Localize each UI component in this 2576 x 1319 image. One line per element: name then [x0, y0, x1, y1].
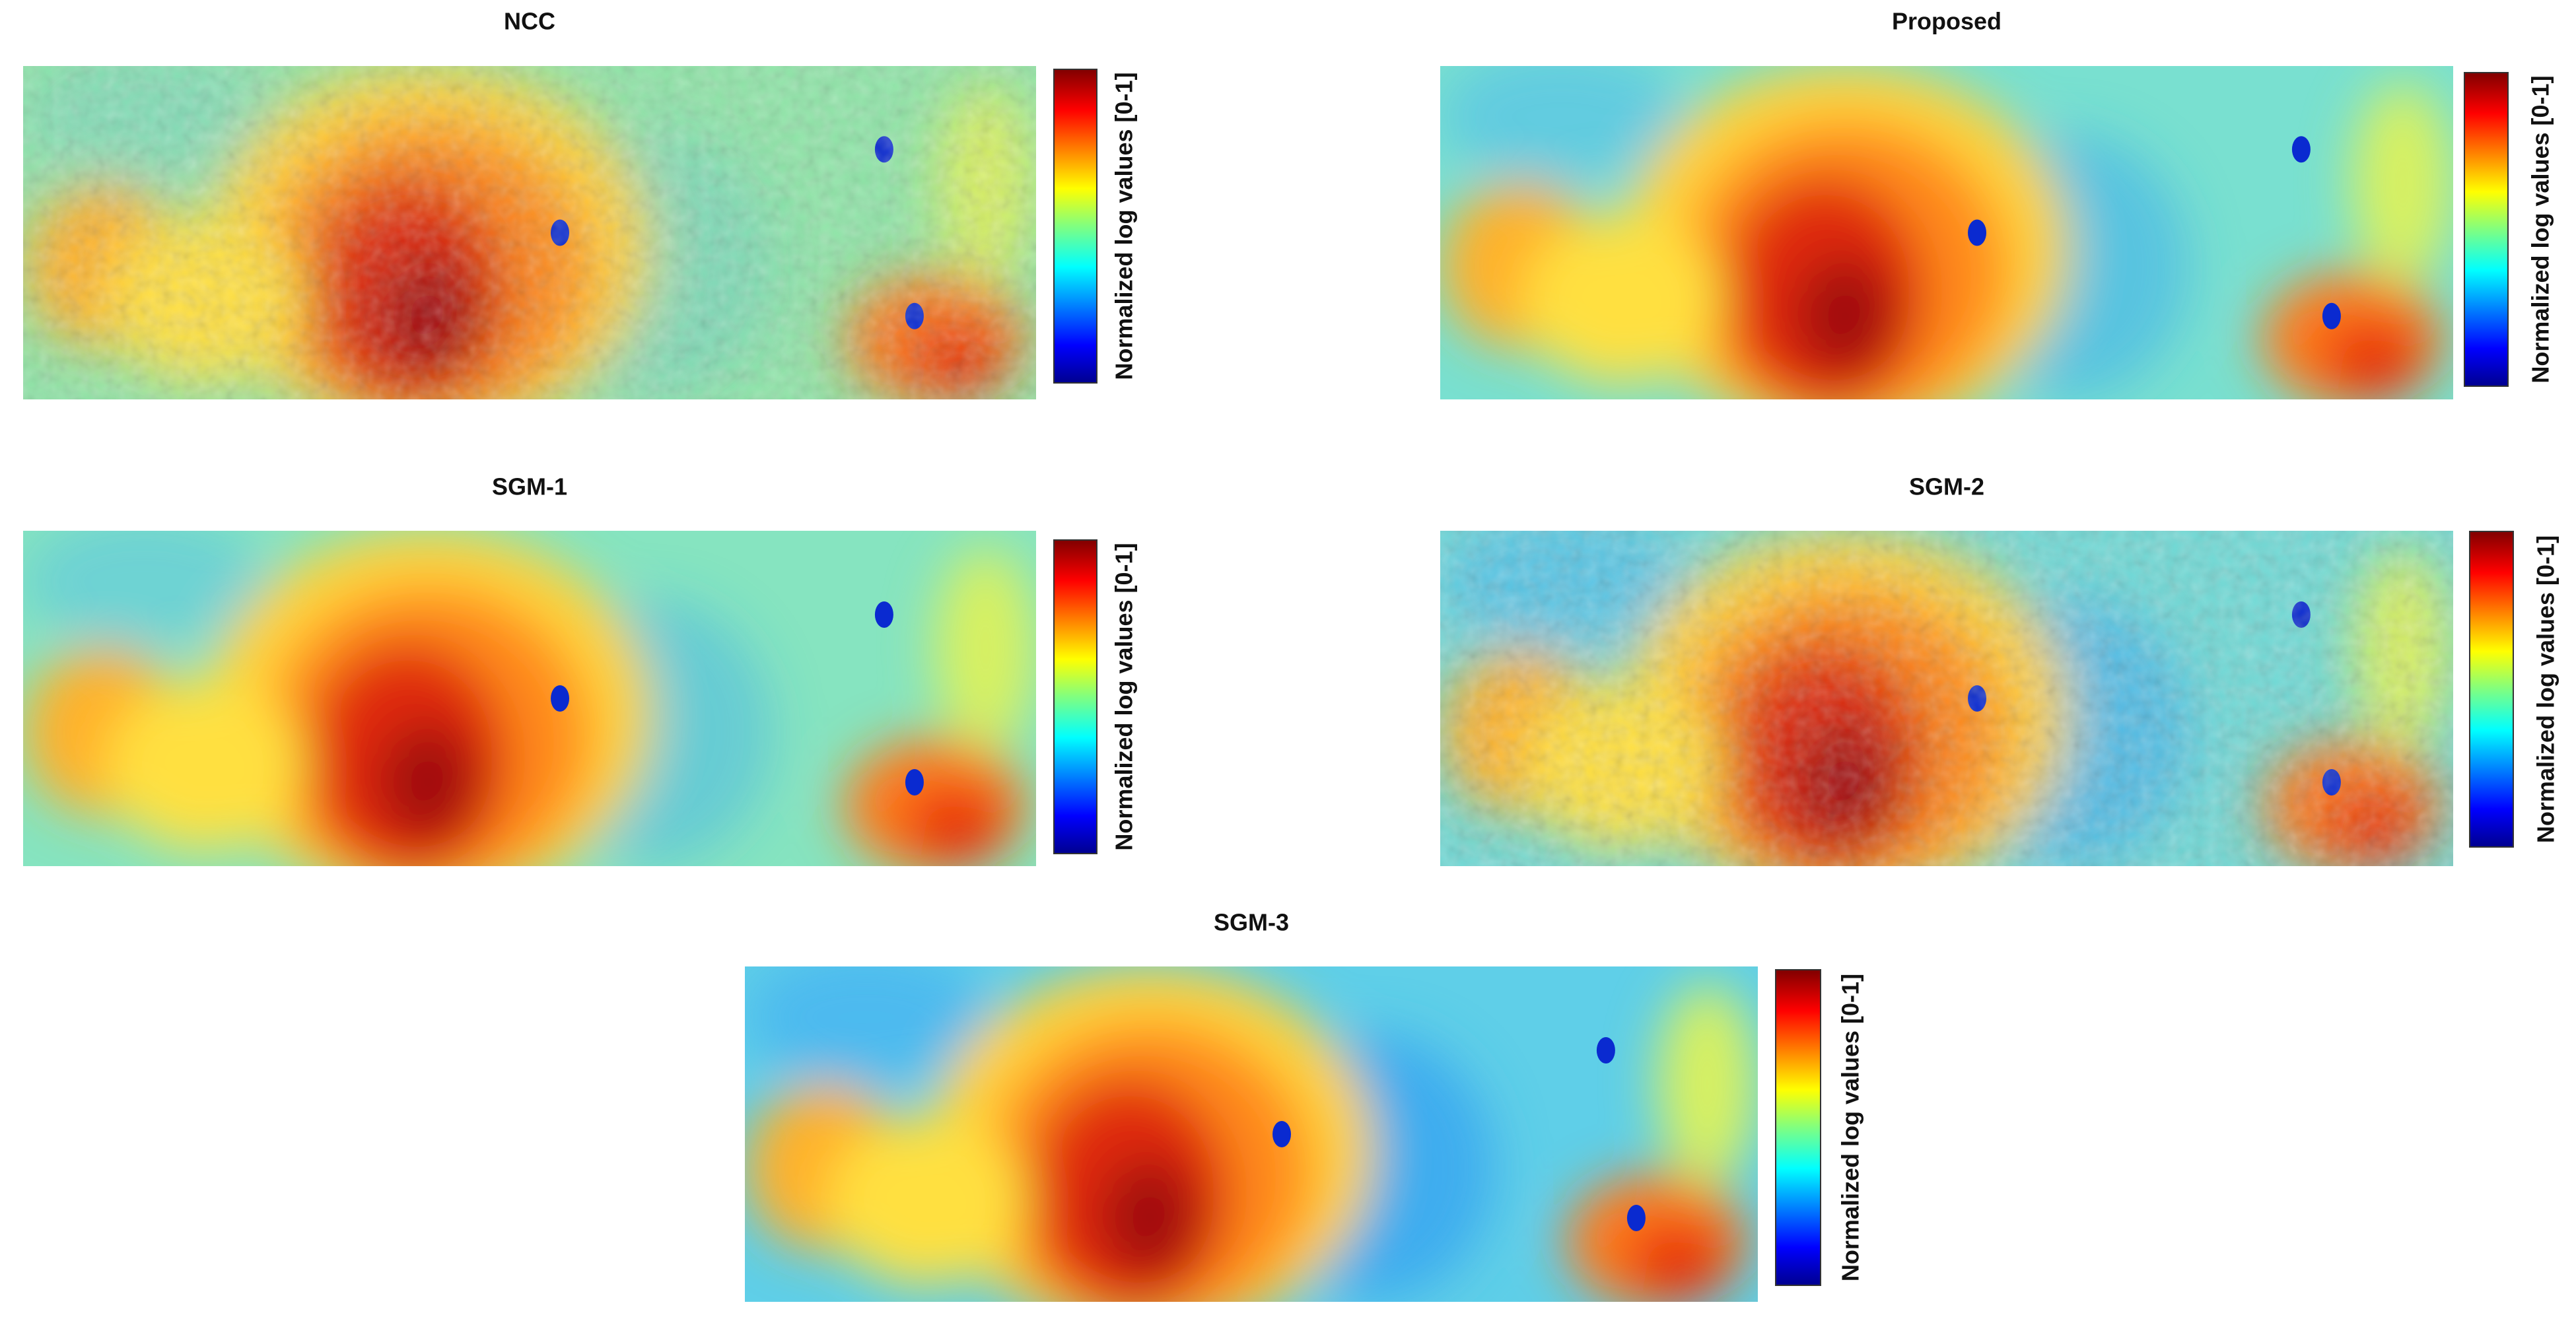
heatmap-image — [1440, 66, 2453, 399]
colorbar — [1053, 69, 1097, 384]
colorbar-label: Normalized log values [0-1] — [1111, 543, 1138, 850]
panel: SGM-2 Normalized log values [0-1] — [1440, 473, 2559, 866]
colorbar — [1775, 969, 1821, 1286]
panel-title: NCC — [504, 8, 555, 35]
colorbar — [1053, 539, 1097, 854]
colorbar-label: Normalized log values [0-1] — [2532, 535, 2559, 843]
panel-title: Proposed — [1892, 8, 2002, 35]
panel: SGM-1 Normalized log values [0-1] — [23, 473, 1138, 866]
colorbar — [2469, 531, 2514, 848]
colorbar — [2464, 72, 2509, 387]
heatmap-image — [23, 66, 1036, 399]
colorbar-label: Normalized log values [0-1] — [1837, 974, 1864, 1281]
heatmap-image — [1440, 531, 2453, 866]
colorbar-label: Normalized log values [0-1] — [1111, 72, 1138, 380]
panel: SGM-3 Normalized log values [0-1] — [745, 909, 1864, 1302]
colorbar-label: Normalized log values [0-1] — [2527, 75, 2554, 383]
panel-title: SGM-1 — [492, 473, 567, 500]
panel: NCC Normalized log values [0-1] — [23, 8, 1138, 399]
heatmap-image — [745, 966, 1758, 1302]
panel-title: SGM-3 — [1214, 909, 1289, 936]
panel: Proposed Normalized log values [0-1] — [1440, 8, 2554, 399]
heatmap-image — [23, 531, 1036, 866]
panel-title: SGM-2 — [1909, 473, 1984, 500]
